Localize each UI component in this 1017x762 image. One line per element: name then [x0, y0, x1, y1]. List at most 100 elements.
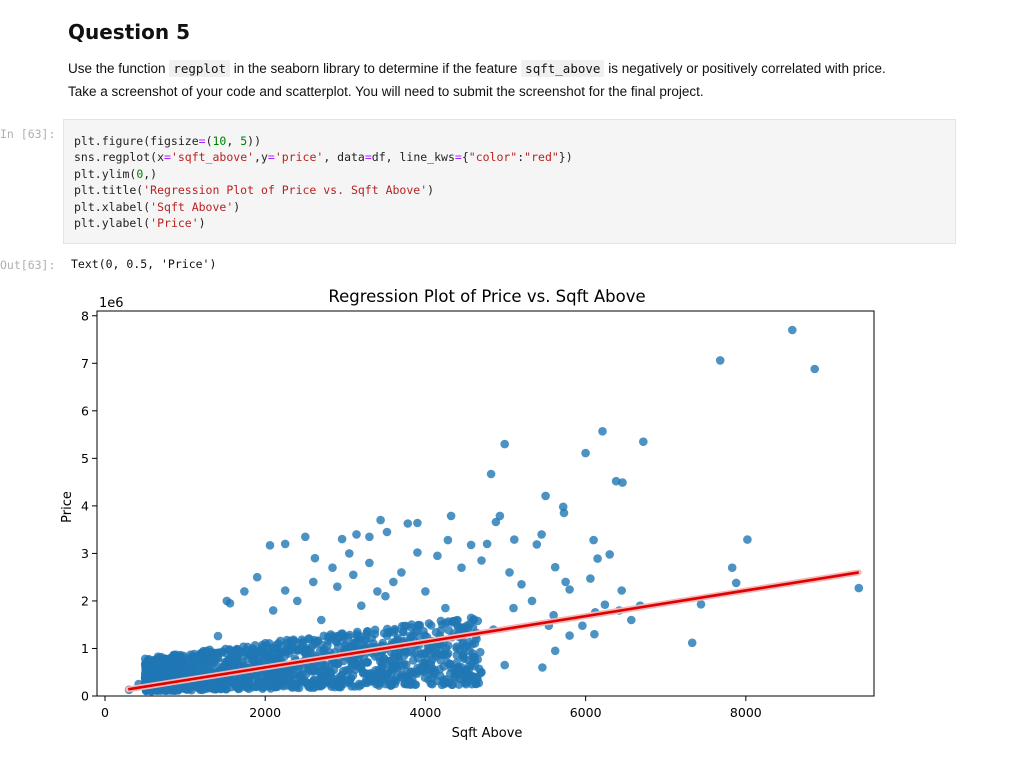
scatter-point	[370, 625, 380, 635]
scatter-point	[390, 624, 400, 634]
scatter-point	[436, 656, 446, 665]
input-prompt: In [63]:	[0, 127, 56, 141]
scatter-point	[428, 679, 437, 689]
scatter-point	[193, 652, 203, 661]
scatter-point	[213, 631, 223, 641]
code-cell[interactable]	[63, 119, 956, 244]
scatter-point	[389, 577, 398, 587]
scatter-point	[285, 668, 295, 678]
scatter-point	[316, 667, 325, 676]
scatter-point	[413, 620, 423, 630]
scatter-point	[217, 648, 227, 657]
scatter-point	[578, 621, 587, 630]
scatter-point	[470, 656, 480, 665]
scatter-point	[549, 610, 558, 620]
scatter-point	[337, 534, 347, 544]
scatter-point	[537, 530, 546, 539]
scatter-point	[436, 616, 446, 626]
scatter-point	[443, 617, 453, 626]
scatter-point	[333, 582, 342, 591]
scatter-point	[413, 518, 422, 528]
scatter-point	[345, 549, 354, 558]
scatter-point	[282, 635, 292, 645]
scatter-point	[319, 646, 328, 656]
scatter-point	[446, 511, 456, 521]
x-tick-label: 2000	[249, 705, 281, 720]
scatter-point	[252, 572, 262, 582]
scatter-point	[317, 640, 326, 649]
scatter-point	[477, 667, 486, 677]
scatter-point	[611, 476, 621, 486]
scatter-point	[854, 583, 864, 593]
scatter-point	[273, 680, 282, 690]
scatter-point	[362, 658, 372, 667]
scatter-point	[357, 601, 366, 610]
scatter-point	[743, 535, 752, 544]
scatter-point	[532, 540, 542, 549]
scatter-point	[429, 641, 438, 651]
scatter-point	[304, 634, 314, 643]
code-editor[interactable]: plt.figure(figsize=(10, 5)) sns.regplot(x…	[74, 133, 573, 231]
scatter-point	[310, 682, 320, 691]
scatter-point	[727, 563, 737, 572]
scatter-point	[400, 679, 409, 689]
scatter-point	[285, 676, 295, 685]
scatter-point	[449, 672, 459, 682]
scatter-point	[304, 680, 313, 690]
code-line-6: plt.ylabel('Price')	[74, 215, 206, 230]
scatter-point	[463, 655, 473, 665]
scatter-point	[491, 517, 501, 527]
scatter-point	[476, 647, 485, 657]
scatter-point	[264, 681, 273, 690]
scatter-point	[421, 587, 430, 596]
y-tick-label: 0	[81, 689, 89, 704]
scatter-point	[349, 658, 358, 668]
scatter-point	[186, 659, 195, 668]
scatter-point	[443, 535, 453, 545]
scatter-point	[452, 651, 462, 660]
code-line-3: plt.ylim(0,)	[74, 166, 158, 181]
scatter-point	[586, 574, 595, 583]
cell-output-text: Text(0, 0.5, 'Price')	[71, 257, 217, 271]
scatter-point	[495, 511, 505, 521]
scatter-point	[250, 641, 260, 650]
scatter-point	[417, 664, 427, 674]
scatter-point	[324, 636, 333, 646]
scatter-point	[178, 657, 187, 666]
scatter-point	[466, 540, 476, 550]
scatter-point	[618, 478, 627, 487]
scatter-point	[465, 637, 475, 647]
scatter-point	[317, 615, 326, 625]
scatter-point	[295, 671, 305, 680]
scatter-point	[222, 596, 232, 606]
scatter-point	[272, 640, 281, 650]
scatter-point	[144, 656, 154, 665]
scatter-point	[565, 585, 574, 594]
scatter-point	[382, 527, 392, 537]
scatter-point	[147, 667, 156, 676]
scatter-point	[164, 654, 174, 664]
scatter-point	[500, 660, 510, 670]
scatter-point	[431, 628, 441, 637]
regression-scatter-plot: 0 2000 4000 6000 8000 0 1 2 3 4 5 6 7 8 Regression Pl…	[60, 287, 875, 741]
scatter-point	[338, 629, 347, 638]
scatter-point	[364, 669, 373, 679]
scatter-point	[403, 519, 413, 528]
scatter-point	[687, 638, 697, 648]
scatter-point	[280, 539, 290, 549]
y-tick-label: 4	[81, 498, 89, 513]
scatter-point	[410, 648, 420, 658]
scatter-point	[486, 469, 496, 479]
y-tick-label: 3	[81, 546, 89, 561]
scatter-point	[424, 619, 434, 628]
scatter-point	[352, 630, 362, 639]
scatter-point	[257, 648, 267, 657]
x-tick-label: 0	[101, 705, 109, 720]
scatter-point	[581, 448, 590, 458]
scatter-point	[439, 678, 448, 687]
y-tick-label: 6	[81, 403, 89, 418]
scatter-point	[617, 586, 626, 595]
scatter-point	[373, 587, 382, 596]
scatter-point	[397, 568, 406, 577]
scatter-point	[324, 675, 333, 684]
